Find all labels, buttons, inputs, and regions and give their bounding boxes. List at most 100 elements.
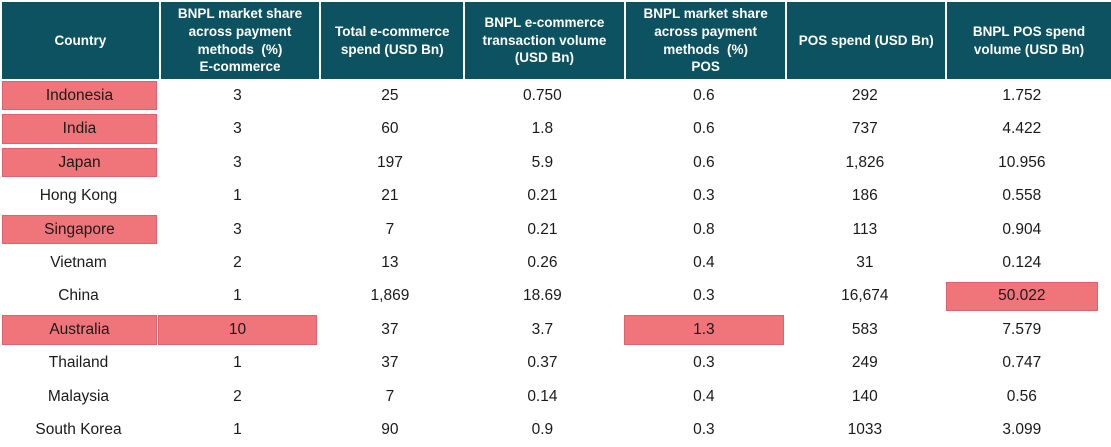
cell-value: 13: [381, 253, 399, 271]
table-header-row: Country BNPL market share across payment…: [0, 0, 1111, 79]
total-ecommerce-spend-cell: 37: [318, 313, 462, 346]
cell-value: 583: [851, 320, 878, 338]
cell-value: 18.69: [523, 287, 562, 305]
cell-value: 0.56: [1006, 387, 1037, 405]
cell-value: 0.21: [527, 220, 558, 238]
cell-value: 0.3: [693, 187, 715, 205]
cell-value: 3.099: [1002, 421, 1042, 439]
cell-value: 3: [233, 86, 242, 104]
total-ecommerce-spend-cell: 60: [318, 112, 462, 145]
total-ecommerce-spend-cell: 1,869: [318, 280, 462, 313]
total-ecommerce-spend-cell: 7: [318, 213, 462, 246]
country-label: Malaysia: [47, 387, 110, 405]
country-label: Singapore: [2, 214, 157, 245]
cell-value: 1.3: [623, 315, 784, 345]
cell-value: 0.4: [693, 387, 715, 405]
bnpl-ecommerce-share-cell: 1: [157, 280, 318, 313]
bnpl-pos-share-cell: 1.3: [623, 313, 785, 346]
column-header-bnpl-pos-volume: BNPL POS spend volume (USD Bn): [945, 2, 1111, 79]
bnpl-pos-share-cell: 0.6: [623, 79, 785, 112]
cell-value: 0.124: [1002, 253, 1042, 271]
total-ecommerce-spend-cell: 7: [318, 380, 462, 413]
cell-value: 3.7: [531, 320, 554, 338]
country-cell: Indonesia: [0, 79, 157, 112]
pos-spend-cell: 16,674: [785, 280, 945, 313]
bnpl-ecommerce-share-cell: 2: [157, 246, 318, 279]
bnpl-pos-volume-cell: 0.124: [945, 246, 1111, 279]
cell-value: 0.26: [527, 253, 558, 271]
cell-value: 1033: [847, 421, 883, 439]
country-label: Indonesia: [2, 81, 157, 111]
bnpl-ecommerce-volume-cell: 0.750: [462, 79, 623, 112]
country-label: South Korea: [35, 421, 122, 439]
country-cell: Vietnam: [0, 246, 157, 279]
column-header-country: Country: [2, 2, 159, 79]
table-row: India 3 60 1.8 0.6 737 4.422: [0, 112, 1111, 145]
cell-value: 5.9: [531, 153, 554, 171]
cell-value: 0.9: [531, 421, 554, 439]
cell-value: 0.6: [693, 120, 715, 138]
cell-value: 0.750: [523, 86, 562, 104]
cell-value: 3: [233, 153, 242, 171]
total-ecommerce-spend-cell: 13: [318, 246, 462, 279]
cell-value: 737: [851, 120, 878, 138]
country-cell: Malaysia: [0, 380, 157, 413]
total-ecommerce-spend-cell: 37: [318, 347, 462, 380]
bnpl-pos-volume-cell: 1.752: [945, 79, 1111, 112]
bnpl-ecommerce-volume-cell: 0.26: [462, 246, 623, 279]
pos-spend-cell: 1033: [785, 414, 945, 447]
cell-value: 37: [381, 320, 399, 338]
cell-value: 0.6: [693, 86, 715, 104]
total-ecommerce-spend-cell: 197: [318, 146, 462, 179]
cell-value: 0.4: [693, 253, 715, 271]
table-row: Singapore 3 7 0.21 0.8 113 0.904: [0, 213, 1111, 246]
pos-spend-cell: 583: [785, 313, 945, 346]
column-header-pos-spend: POS spend (USD Bn): [785, 2, 946, 79]
total-ecommerce-spend-cell: 90: [318, 414, 462, 447]
cell-value: 7.579: [1002, 320, 1042, 338]
cell-value: 1: [233, 421, 242, 439]
table-row: Malaysia 2 7 0.14 0.4 140 0.56: [0, 380, 1111, 413]
cell-value: 0.37: [527, 354, 558, 372]
cell-value: 1: [233, 354, 242, 372]
cell-value: 0.6: [693, 153, 715, 171]
bnpl-pos-share-cell: 0.4: [623, 246, 785, 279]
country-cell: Hong Kong: [0, 179, 157, 212]
total-ecommerce-spend-cell: 21: [318, 179, 462, 212]
column-header-bnpl-ecommerce-volume: BNPL e-commerce transaction volume (USD …: [463, 2, 624, 79]
bnpl-ecommerce-volume-cell: 1.8: [462, 112, 623, 145]
bnpl-pos-volume-cell: 3.099: [945, 414, 1111, 447]
bnpl-ecommerce-volume-cell: 0.21: [462, 179, 623, 212]
country-cell: South Korea: [0, 414, 157, 447]
table-row: Indonesia 3 25 0.750 0.6 292 1.752: [0, 79, 1111, 112]
bnpl-pos-volume-cell: 7.579: [945, 313, 1111, 346]
country-cell: Singapore: [0, 213, 157, 246]
pos-spend-cell: 737: [785, 112, 945, 145]
bnpl-ecommerce-volume-cell: 5.9: [462, 146, 623, 179]
cell-value: 0.747: [1002, 354, 1042, 372]
cell-value: 249: [851, 354, 878, 372]
cell-value: 0.3: [693, 287, 715, 305]
table-row: Japan 3 197 5.9 0.6 1,826 10.956: [0, 146, 1111, 179]
cell-value: 2: [233, 253, 242, 271]
table-row: China 1 1,869 18.69 0.3 16,674 50.022: [0, 280, 1111, 313]
bnpl-ecommerce-share-cell: 1: [157, 179, 318, 212]
bnpl-ecommerce-volume-cell: 18.69: [462, 280, 623, 313]
cell-value: 0.3: [693, 354, 715, 372]
country-cell: India: [0, 112, 157, 145]
bnpl-ecommerce-share-cell: 3: [157, 112, 318, 145]
cell-value: 0.904: [1002, 220, 1042, 238]
table-row: Thailand 1 37 0.37 0.3 249 0.747: [0, 347, 1111, 380]
cell-value: 4.422: [1002, 120, 1042, 138]
cell-value: 0.558: [1002, 187, 1042, 205]
cell-value: 197: [376, 153, 403, 171]
column-header-bnpl-share-pos: BNPL market share across payment methods…: [623, 2, 786, 79]
bnpl-ecommerce-share-cell: 10: [157, 313, 318, 346]
cell-value: 140: [851, 387, 878, 405]
bnpl-pos-volume-cell: 0.747: [945, 347, 1111, 380]
total-ecommerce-spend-cell: 25: [318, 79, 462, 112]
bnpl-ecommerce-share-cell: 3: [157, 213, 318, 246]
cell-value: 292: [851, 86, 878, 104]
bnpl-pos-volume-cell: 0.558: [945, 179, 1111, 212]
